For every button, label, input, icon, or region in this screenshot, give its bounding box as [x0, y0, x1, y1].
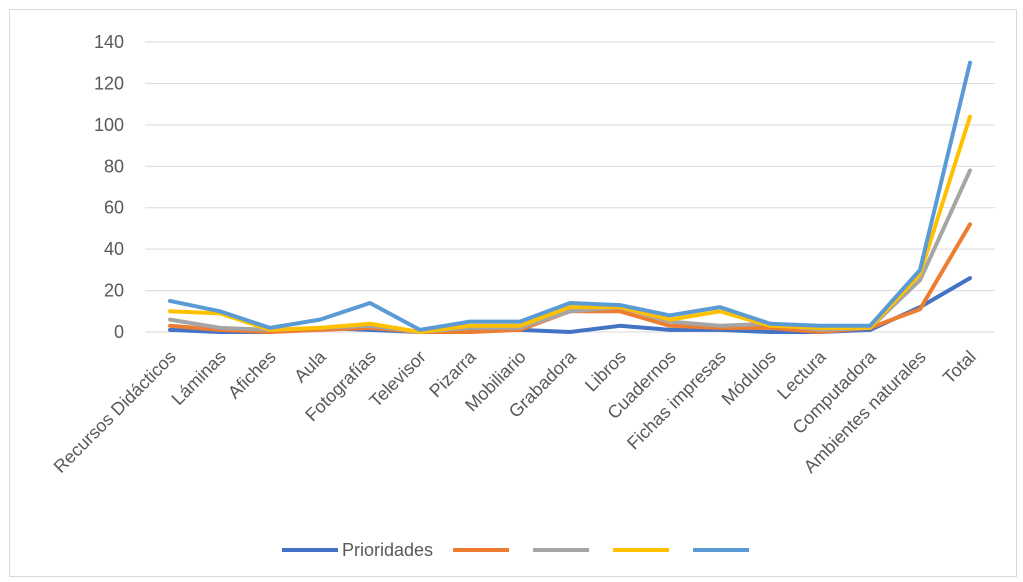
y-tick-label: 120	[94, 73, 124, 93]
legend: Prioridades	[282, 540, 750, 560]
series-line-4	[168, 114, 972, 334]
y-tick-label: 80	[104, 156, 124, 176]
y-tick-label: 40	[104, 239, 124, 259]
y-tick-label: 140	[94, 32, 124, 52]
x-tick-label: Láminas	[168, 347, 230, 409]
x-tick-label: Módulos	[718, 347, 780, 409]
legend-label: Prioridades	[342, 540, 433, 560]
y-axis-tick-labels: 0 20 40 60 80 100 120 140	[94, 32, 124, 342]
series-lines	[168, 60, 972, 334]
x-tick-label: Total	[939, 347, 980, 388]
chart-frame	[9, 9, 1017, 577]
y-tick-label: 0	[114, 322, 124, 342]
series-line-5	[168, 60, 972, 332]
x-tick-label: Recursos Didácticos	[50, 347, 180, 477]
y-tick-label: 20	[104, 281, 124, 301]
x-tick-label: Afiches	[224, 347, 280, 403]
x-tick-label: Libros	[581, 347, 630, 396]
x-tick-label: Aula	[290, 346, 330, 386]
y-tick-label: 100	[94, 115, 124, 135]
y-tick-label: 60	[104, 198, 124, 218]
series-line-2	[168, 222, 972, 334]
gridlines	[145, 41, 995, 333]
